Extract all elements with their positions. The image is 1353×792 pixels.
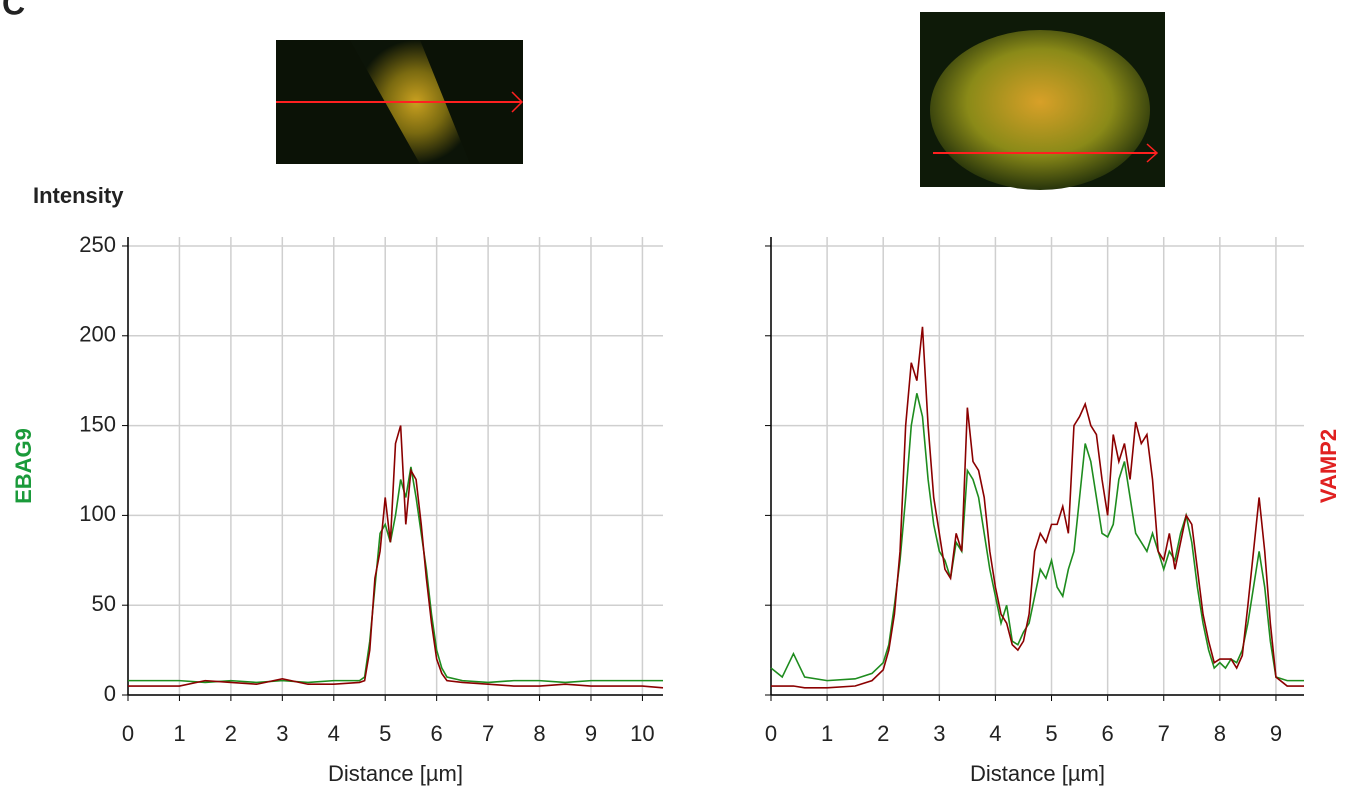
y-tick-label: 150 (79, 411, 116, 436)
x-tick-label: 0 (122, 721, 134, 746)
x-axis-label: Distance [µm] (970, 761, 1105, 786)
x-tick-label: 4 (989, 721, 1001, 746)
y-tick-label: 250 (79, 232, 116, 257)
x-tick-label: 1 (821, 721, 833, 746)
x-tick-label: 6 (1102, 721, 1114, 746)
data-line (771, 327, 1304, 688)
x-tick-label: 5 (1045, 721, 1057, 746)
y-axis-label: EBAG9 (11, 428, 36, 504)
micrograph-right (920, 12, 1165, 190)
y-tick-label: 0 (104, 681, 116, 706)
micrograph-left (276, 40, 523, 164)
x-tick-label: 1 (173, 721, 185, 746)
x-tick-label: 9 (1270, 721, 1282, 746)
x-tick-label: 10 (630, 721, 654, 746)
y-tick-label: 50 (92, 591, 116, 616)
data-line (771, 393, 1304, 680)
x-tick-label: 9 (585, 721, 597, 746)
x-tick-label: 7 (1158, 721, 1170, 746)
x-axis-label: Distance [µm] (328, 761, 463, 786)
x-tick-label: 8 (533, 721, 545, 746)
y-axis-label: VAMP2 (1316, 429, 1341, 503)
x-tick-label: 6 (431, 721, 443, 746)
data-line (128, 426, 663, 688)
figure: C 012345678910050100150200250Distance [µ… (0, 0, 1353, 792)
y-axis-title: Intensity (33, 183, 124, 208)
x-tick-label: 5 (379, 721, 391, 746)
data-line (128, 467, 663, 683)
x-tick-label: 2 (225, 721, 237, 746)
x-tick-label: 4 (328, 721, 340, 746)
x-tick-label: 3 (276, 721, 288, 746)
x-tick-label: 3 (933, 721, 945, 746)
x-tick-label: 7 (482, 721, 494, 746)
panel-label: C (2, 0, 25, 21)
x-tick-label: 2 (877, 721, 889, 746)
x-tick-label: 0 (765, 721, 777, 746)
y-tick-label: 200 (79, 322, 116, 347)
x-tick-label: 8 (1214, 721, 1226, 746)
y-tick-label: 100 (79, 501, 116, 526)
